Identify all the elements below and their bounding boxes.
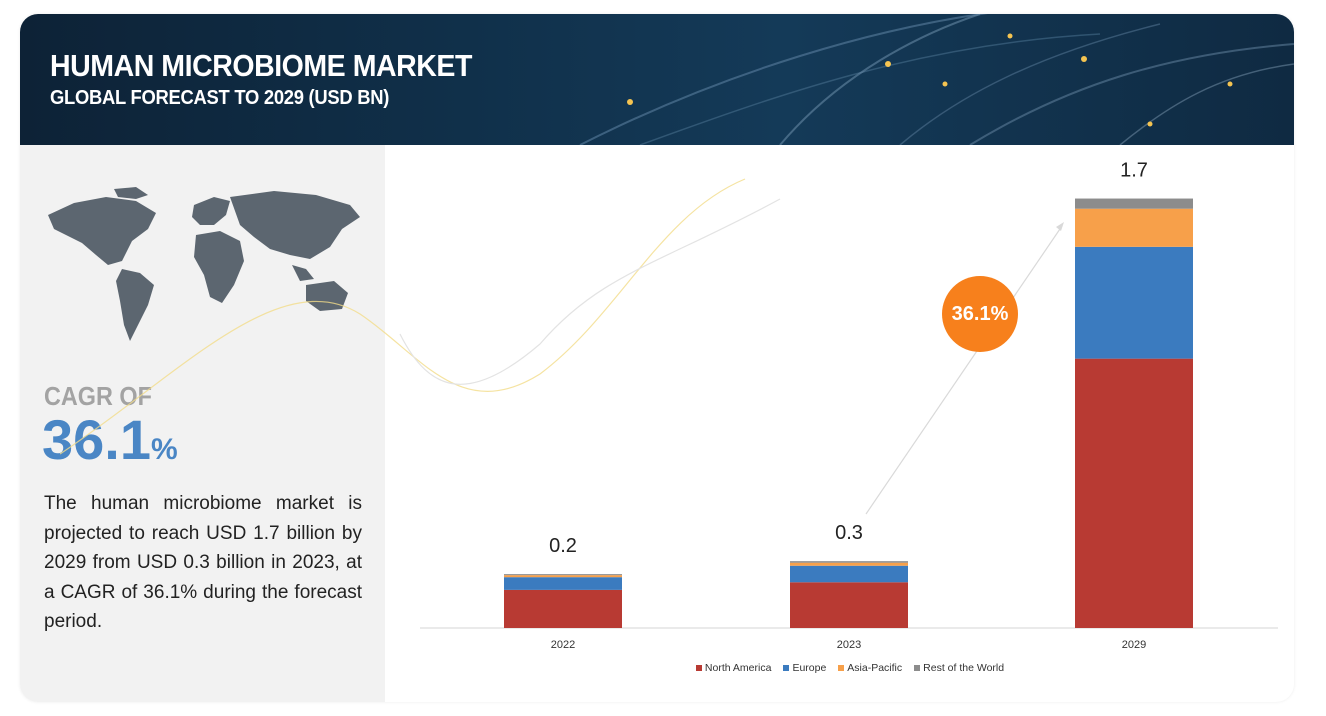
decorative-curve-gold <box>59 178 746 455</box>
bar-2022-segment-3 <box>504 574 622 576</box>
bar-2022-segment-2 <box>504 575 622 578</box>
bar-total-label-2029: 1.7 <box>1120 160 1148 182</box>
cagr-percent-sign: % <box>151 433 178 466</box>
bar-2023-segment-2 <box>790 562 908 566</box>
legend-item-2: Asia-Pacific <box>838 662 902 674</box>
bar-2029-segment-0 <box>1075 358 1193 628</box>
cagr-annotation-bubble: 36.1% <box>942 276 1018 352</box>
bar-2023-segment-3 <box>790 561 908 563</box>
x-tick-label-2029: 2029 <box>1122 639 1146 651</box>
cagr-value: 36.1% <box>42 407 178 472</box>
bar-2022-segment-1 <box>504 577 622 590</box>
legend-item-1: Europe <box>783 662 826 674</box>
market-description: The human microbiome market is projected… <box>44 493 362 632</box>
bar-2022-segment-0 <box>504 589 622 628</box>
legend-label: Asia-Pacific <box>847 662 903 674</box>
legend-swatch <box>914 665 921 671</box>
infographic-card: HUMAN MICROBIOME MARKET GLOBAL FORECAST … <box>20 14 1294 702</box>
growth-arrow-head <box>1056 222 1064 231</box>
world-map-icon <box>48 187 360 341</box>
legend-label: North America <box>704 662 772 674</box>
bar-2029-segment-1 <box>1075 246 1193 359</box>
stacked-bar-chart: 0.2 2022 0.3 2023 1.7 2029 <box>59 160 1278 651</box>
chart-legend: North America Europe Asia-Pacific Rest of t… <box>420 662 1280 674</box>
chart-title: HUMAN MICROBIOME MARKET <box>50 48 472 83</box>
legend-swatch <box>838 665 845 671</box>
header-banner: HUMAN MICROBIOME MARKET GLOBAL FORECAST … <box>20 14 1294 145</box>
header-light-streaks <box>579 14 1294 145</box>
legend-label: Europe <box>792 662 827 674</box>
bar-2029-segment-3 <box>1075 198 1193 209</box>
growth-arrow-line <box>865 225 1063 515</box>
bar-2029-segment-2 <box>1075 208 1193 247</box>
legend-swatch <box>695 665 702 671</box>
legend-item-0: North America <box>695 662 772 674</box>
legend-label: Rest of the World <box>923 662 1005 674</box>
legend-swatch <box>783 665 790 671</box>
bar-total-label-2022: 0.2 <box>549 535 577 557</box>
bar-2023-segment-0 <box>790 582 908 628</box>
cagr-label: CAGR OF <box>44 381 152 411</box>
cagr-number: 36.1 <box>42 408 151 471</box>
bar-total-label-2023: 0.3 <box>835 522 863 544</box>
bar-2023-segment-1 <box>790 565 908 583</box>
chart-subtitle: GLOBAL FORECAST TO 2029 (USD BN) <box>50 87 390 109</box>
decorative-curve-gray <box>399 198 781 385</box>
x-tick-label-2023: 2023 <box>837 639 861 651</box>
legend-item-3: Rest of the World <box>914 662 1004 674</box>
x-tick-label-2022: 2022 <box>551 639 575 651</box>
summary-panel: CAGR OF 36.1% The human microbiome marke… <box>20 145 385 702</box>
